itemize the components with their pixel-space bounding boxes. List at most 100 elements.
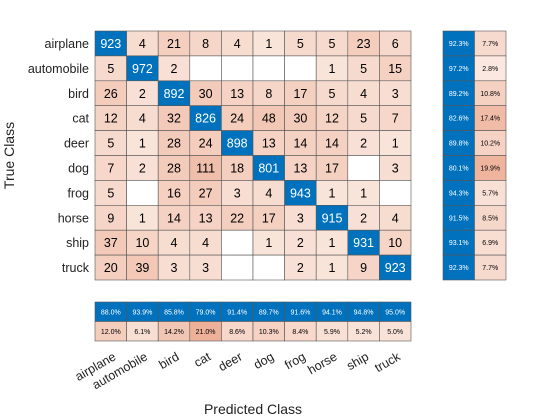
cell-value: 931	[353, 236, 374, 250]
cell-value: 5	[360, 62, 367, 76]
matrix-cell	[252, 130, 285, 156]
column-summary-correct-label: 91.4%	[227, 309, 247, 316]
row-summary-incorrect-cell	[474, 105, 507, 131]
matrix-cell	[379, 155, 412, 181]
cell-value: 4	[265, 186, 272, 200]
x-axis-title: Predicted Class	[204, 401, 302, 417]
matrix-cell	[94, 254, 127, 281]
cell-value: 892	[164, 87, 185, 101]
matrix-cell	[221, 105, 254, 131]
y-tick-labels: airplane automobile bird cat deer dog frog hors…	[28, 37, 90, 275]
matrix-cell	[347, 155, 380, 181]
matrix-cell	[221, 155, 254, 181]
cell-value: 1	[392, 137, 399, 151]
matrix-cell	[189, 229, 222, 256]
matrix-cell	[157, 105, 191, 131]
matrix-cell	[126, 180, 159, 206]
matrix-cell	[347, 130, 380, 156]
cell-value: 1	[360, 186, 367, 200]
row-summary-correct-label: 91.5%	[449, 215, 469, 222]
matrix-cell	[221, 80, 254, 107]
cell-value: 13	[199, 211, 213, 225]
matrix-cell	[157, 254, 191, 281]
row-summary-incorrect-label: 19.9%	[480, 165, 500, 172]
row-summary-correct-cell	[442, 130, 475, 156]
cell-value: 111	[196, 161, 215, 175]
cell-value: 3	[392, 161, 399, 175]
row-summary-correct-cell	[442, 229, 475, 256]
column-summary-correct-label: 89.7%	[259, 309, 279, 316]
row-summary-correct-label: 92.3%	[449, 41, 469, 48]
row-summary-incorrect-cell	[474, 130, 507, 156]
column-summary-correct-label: 85.8%	[164, 309, 184, 316]
matrix-cell	[94, 30, 127, 57]
y-tick-label: airplane	[45, 37, 90, 51]
matrix-cell	[315, 155, 349, 181]
cell-value: 923	[100, 37, 121, 51]
matrix-cell	[189, 205, 222, 231]
cell-value: 2	[297, 261, 304, 275]
column-summary-incorrect-label: 6.1%	[134, 329, 150, 336]
cell-value: 13	[293, 161, 307, 175]
matrix-cell	[157, 155, 191, 181]
column-summary-correct-label: 93.9%	[132, 309, 152, 316]
cell-value: 14	[167, 211, 181, 225]
matrix-cell	[221, 55, 254, 82]
cell-value: 5	[107, 186, 114, 200]
matrix-cell	[189, 155, 222, 181]
cell-value: 5	[329, 37, 336, 51]
cell-value: 2	[360, 137, 367, 151]
matrix-cell	[126, 254, 159, 281]
column-summary-correct-label: 88.0%	[101, 309, 121, 316]
cell-value: 4	[139, 112, 146, 126]
y-axis-title: True Class	[1, 122, 17, 189]
matrix-cell	[315, 30, 349, 57]
row-summary-correct-cell	[442, 80, 475, 107]
cell-value: 5	[329, 87, 336, 101]
matrix-cell	[126, 55, 159, 82]
x-tick-label: truck	[372, 349, 403, 375]
y-tick-label: automobile	[28, 62, 89, 76]
matrix-cell	[94, 155, 127, 181]
y-tick-label: horse	[58, 211, 89, 225]
cell-value: 9	[360, 261, 367, 275]
matrix-cell	[284, 205, 317, 231]
cell-value: 17	[262, 211, 276, 225]
x-tick-label: bird	[156, 349, 181, 372]
cell-value: 30	[293, 112, 307, 126]
matrix-cell	[126, 229, 159, 256]
cell-value: 16	[167, 186, 181, 200]
cell-value: 7	[392, 112, 399, 126]
cell-value: 898	[227, 137, 248, 151]
cell-value: 5	[297, 37, 304, 51]
row-summary-incorrect-label: 5.7%	[482, 190, 498, 197]
matrix-cell	[252, 55, 285, 82]
column-summary-incorrect-label: 21.0%	[196, 329, 216, 336]
matrix-cell	[94, 80, 127, 107]
row-summary-incorrect-cell	[474, 80, 507, 107]
cell-value: 801	[258, 161, 279, 175]
y-tick-label: deer	[64, 137, 89, 151]
row-summary-correct-cell	[442, 30, 475, 57]
x-tick-label: dog	[251, 349, 276, 372]
cell-value: 4	[360, 87, 367, 101]
cell-value: 4	[392, 211, 399, 225]
cell-value: 23	[357, 37, 371, 51]
row-summary-correct-label: 82.6%	[449, 116, 469, 123]
row-summary-correct-label: 89.8%	[449, 141, 469, 148]
row-summary-correct-label: 94.3%	[449, 190, 469, 197]
row-summary-correct-cell	[442, 105, 475, 131]
cell-value: 1	[329, 261, 336, 275]
column-summary-incorrect-label: 14.2%	[164, 329, 184, 336]
matrix-cell	[347, 205, 380, 231]
cell-value: 5	[107, 62, 114, 76]
row-summary-incorrect-label: 10.8%	[480, 91, 500, 98]
matrix-cell	[379, 105, 412, 131]
matrix-cell	[347, 229, 380, 256]
cell-value: 14	[325, 137, 339, 151]
cell-value: 10	[135, 236, 149, 250]
matrix-cell	[189, 80, 222, 107]
matrix-cell	[252, 205, 285, 231]
